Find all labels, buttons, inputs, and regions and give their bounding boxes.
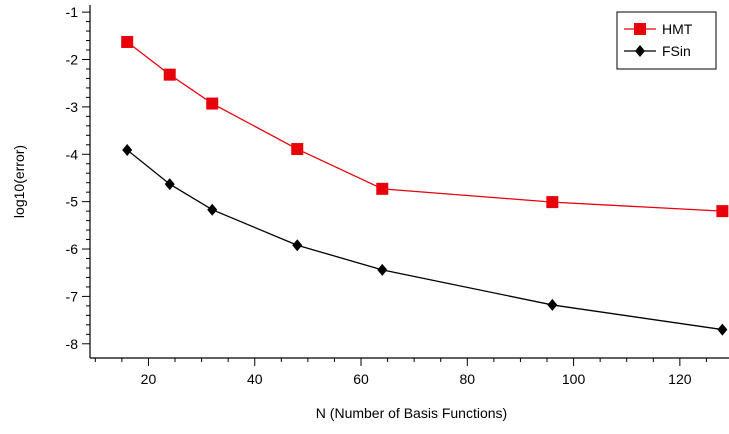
y-tick-label: -1 (66, 4, 79, 20)
legend-marker-fsin (635, 45, 645, 57)
data-point-hmt (376, 182, 389, 195)
data-point-fsin (164, 178, 175, 191)
data-point-hmt (546, 196, 559, 209)
axis-ticks: 20 40 60 80 100 120 -8 -7 -6 -5 -4 -3 -2 -1 (66, 4, 707, 387)
series-layer (121, 35, 729, 336)
y-tick-label: -5 (66, 194, 79, 210)
x-tick-label: 80 (460, 371, 476, 387)
data-point-hmt (121, 35, 134, 48)
axes (89, 5, 729, 359)
y-tick-label: -4 (66, 146, 79, 162)
x-tick-label: 120 (668, 371, 692, 387)
series-line-fsin (126, 149, 723, 331)
y-tick-label: -3 (66, 99, 79, 115)
data-point-fsin (377, 263, 388, 276)
data-point-fsin (717, 323, 728, 336)
data-point-fsin (207, 203, 218, 216)
data-point-hmt (163, 68, 176, 81)
legend-marker-hmt (634, 23, 646, 35)
series-fsin (122, 143, 728, 336)
y-tick-label: -2 (66, 51, 79, 67)
data-point-hmt (716, 205, 729, 218)
series-hmt (121, 35, 729, 218)
legend: HMT FSin (616, 11, 717, 70)
y-tick-label: -7 (66, 288, 79, 304)
legend-box (616, 11, 717, 70)
data-point-fsin (122, 143, 133, 156)
x-tick-label: 60 (353, 371, 369, 387)
y-tick-label: -6 (66, 241, 79, 257)
x-axis-label: N (Number of Basis Functions) (316, 405, 507, 421)
data-point-fsin (292, 239, 303, 252)
legend-label-fsin: FSin (662, 43, 691, 59)
x-tick-label: 20 (141, 371, 157, 387)
data-point-fsin (547, 298, 558, 311)
y-axis-label: log10(error) (11, 145, 27, 218)
x-tick-label: 40 (247, 371, 263, 387)
x-tick-label: 100 (562, 371, 586, 387)
data-point-hmt (291, 143, 304, 156)
y-tick-label: -8 (66, 336, 79, 352)
data-point-hmt (206, 97, 219, 110)
legend-label-hmt: HMT (662, 21, 693, 37)
